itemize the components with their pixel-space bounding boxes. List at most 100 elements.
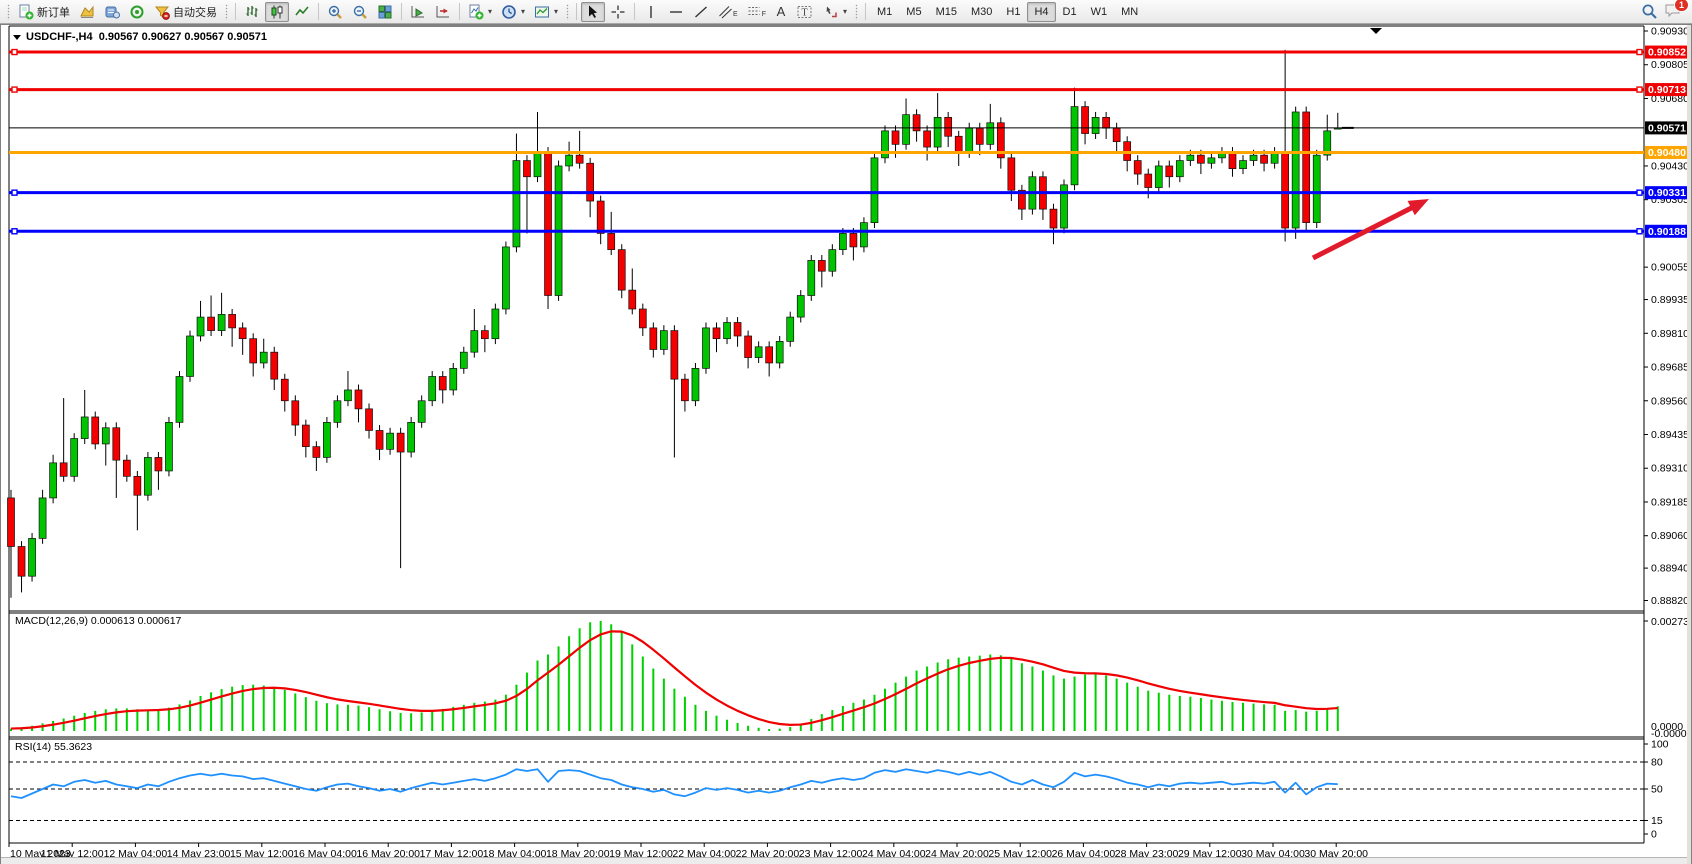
indicators-button[interactable]: ▾	[464, 2, 496, 22]
auto-scroll-button[interactable]	[406, 2, 430, 22]
new-order-button[interactable]: 新订单	[14, 2, 74, 22]
line-handle[interactable]	[1636, 189, 1643, 196]
line-handle[interactable]	[11, 48, 18, 56]
search-icon[interactable]	[1641, 3, 1658, 20]
horizontal-lines[interactable]	[9, 48, 1644, 235]
profiles-button[interactable]	[75, 2, 99, 22]
toolbar-grip[interactable]	[566, 3, 570, 20]
price-axis-label: 0.89060	[1651, 530, 1689, 542]
data-window-button[interactable]	[125, 2, 149, 22]
candle-body	[70, 438, 79, 477]
line-handle[interactable]	[1636, 48, 1643, 56]
collapse-triangle-icon[interactable]	[13, 34, 21, 40]
line-chart-button[interactable]	[290, 2, 314, 22]
candle-body	[702, 327, 710, 369]
tf-button-M1[interactable]: M1	[877, 5, 893, 18]
tf-button-MN[interactable]: MN	[1121, 5, 1139, 18]
chart-canvas[interactable]: 0.909300.908050.906800.904300.903050.900…	[1, 25, 1691, 863]
price-badge	[1645, 186, 1691, 200]
candle-body	[38, 497, 47, 539]
candle-body	[712, 327, 721, 340]
candle-body	[217, 314, 226, 331]
line-handle[interactable]	[11, 189, 18, 196]
macd-histogram	[10, 621, 1339, 731]
tf-button-W1[interactable]: W1	[1090, 5, 1108, 18]
notifications-button[interactable]: 1	[1664, 0, 1689, 21]
new-order-icon	[19, 4, 34, 19]
crosshair-tool-button[interactable]	[606, 2, 630, 22]
macd-signal-line	[10, 630, 1338, 730]
tf-button-D1[interactable]: D1	[1062, 5, 1077, 18]
candlestick-chart-button[interactable]	[265, 1, 289, 22]
price-badge	[1645, 83, 1691, 97]
candle-body	[1323, 130, 1332, 156]
trend-arrow-head[interactable]	[1407, 199, 1429, 216]
candle-body	[1070, 106, 1079, 186]
line-handle[interactable]	[1636, 228, 1643, 235]
horizontal-line-tool-button[interactable]	[664, 2, 688, 22]
candle-body	[238, 327, 247, 340]
market-watch-button[interactable]	[100, 2, 124, 22]
candle-body	[628, 289, 637, 310]
price-badge	[1645, 121, 1691, 135]
chart-shift-marker[interactable]	[1370, 28, 1382, 34]
candle-body	[1112, 127, 1121, 143]
ohlc-open: 0.90567	[98, 31, 139, 43]
chart-shift-button[interactable]	[431, 2, 455, 22]
tf-button-M15[interactable]: M15	[935, 5, 957, 18]
candle-body	[396, 432, 405, 453]
candle-body	[723, 322, 731, 340]
arrows-tool-button[interactable]: ▾	[819, 2, 851, 22]
candle-body	[1249, 154, 1258, 161]
cursor-tool-button[interactable]	[581, 1, 606, 22]
autotrading-button[interactable]: 自动交易	[150, 2, 221, 22]
candle-body	[1007, 157, 1016, 191]
vertical-line-tool-button[interactable]	[639, 2, 663, 22]
candle-body	[881, 130, 889, 159]
candle-body	[259, 351, 268, 364]
toolbar-grip[interactable]	[855, 3, 859, 20]
candle-body	[1081, 106, 1089, 134]
profiles-icon	[80, 5, 94, 18]
ohlc-low: 0.90567	[184, 31, 225, 43]
candle-body	[1260, 154, 1268, 164]
line-handle[interactable]	[11, 86, 18, 93]
candle-body	[765, 346, 774, 364]
bar-chart-button[interactable]	[240, 2, 264, 22]
candle-body	[1207, 157, 1216, 164]
tf-button-M5[interactable]: M5	[906, 5, 922, 18]
channel-tool-button[interactable]: E	[714, 2, 742, 22]
candlestick-chart-icon	[271, 5, 283, 18]
zoom-out-button[interactable]	[348, 2, 372, 22]
vertical-line-icon	[650, 5, 652, 18]
trend-arrow-shaft[interactable]	[1311, 201, 1422, 261]
toolbar-grip[interactable]	[225, 3, 228, 20]
templates-button[interactable]: ▾	[530, 2, 562, 22]
candle-body	[754, 346, 763, 358]
trendline-tool-button[interactable]	[689, 2, 713, 22]
crosshair-icon	[611, 5, 625, 18]
text-tool-button[interactable]: A	[771, 2, 791, 22]
fibonacci-tool-button[interactable]: F	[743, 2, 770, 22]
candle-body	[249, 338, 258, 364]
line-handle[interactable]	[1636, 86, 1643, 93]
cursor-icon	[589, 5, 598, 18]
tf-button-M30[interactable]: M30	[970, 5, 993, 18]
label-tool-button[interactable]: T	[792, 2, 818, 22]
candle-body	[17, 546, 26, 577]
candle-body	[1154, 165, 1163, 188]
fibonacci-f-glyph: F	[761, 11, 766, 18]
line-handle[interactable]	[11, 228, 18, 235]
periods-button[interactable]: ▾	[497, 2, 529, 22]
tile-windows-button[interactable]	[373, 2, 397, 22]
candle-body	[691, 368, 700, 402]
tf-button-H1[interactable]: H1	[1006, 5, 1021, 18]
tf-button-H4[interactable]: H4	[1027, 1, 1056, 22]
candle-body	[7, 497, 15, 547]
toolbar-grip[interactable]	[7, 3, 10, 20]
candle-body	[49, 462, 57, 499]
candle-body	[112, 427, 121, 461]
autotrading-label: 自动交易	[173, 6, 217, 19]
zoom-in-button[interactable]	[323, 2, 347, 22]
